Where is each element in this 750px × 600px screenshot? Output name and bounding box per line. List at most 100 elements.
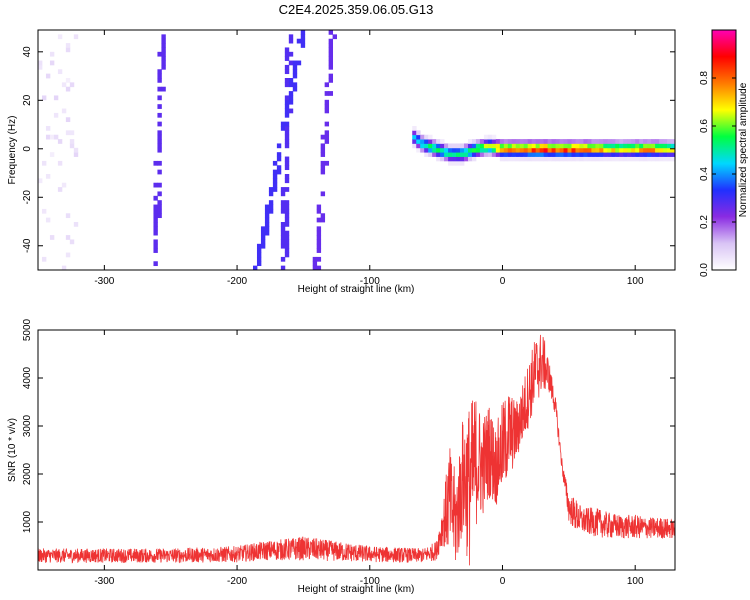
heatmap-cell xyxy=(324,91,330,96)
heatmap-cell xyxy=(567,156,572,162)
heatmap-cell xyxy=(157,213,162,219)
heatmap-cell xyxy=(161,60,166,66)
heatmap-cell xyxy=(45,126,51,131)
heatmap-cell xyxy=(268,208,274,214)
heatmap-cell xyxy=(157,160,162,166)
heatmap-cell xyxy=(639,139,644,144)
colorbar-label: Normalized spectral amplitude xyxy=(738,82,749,217)
heatmap-cell xyxy=(452,160,457,166)
heatmap-cell xyxy=(591,139,596,144)
heatmap-cell xyxy=(61,182,67,188)
heatmap-cell xyxy=(268,187,274,192)
heatmap-cell xyxy=(312,261,318,267)
heatmap-cell xyxy=(288,34,294,40)
heatmap-cell xyxy=(284,248,290,253)
heatmap-cell xyxy=(49,60,55,66)
heatmap-cell xyxy=(300,34,306,40)
heatmap-cell xyxy=(276,152,282,157)
heatmap-cell xyxy=(523,143,529,149)
heatmap-cell xyxy=(61,265,67,270)
heatmap-cell xyxy=(607,143,612,149)
heatmap-cell xyxy=(280,121,286,127)
heatmap-cell xyxy=(563,156,568,162)
heatmap-cell xyxy=(264,226,270,232)
heatmap-cell xyxy=(483,152,489,157)
heatmap-cell xyxy=(153,195,158,201)
heatmap-cell xyxy=(519,147,525,153)
heatmap-cell xyxy=(412,126,417,131)
heatmap-cell xyxy=(651,143,656,149)
heatmap-cell xyxy=(647,143,652,149)
heatmap-cell xyxy=(515,156,521,162)
heatmap-cell xyxy=(531,156,537,162)
heatmap-cell xyxy=(284,156,290,162)
heatmap-cell xyxy=(551,147,556,153)
heatmap-cell xyxy=(69,82,75,88)
heatmap-cell xyxy=(603,152,608,157)
heatmap-cell xyxy=(599,139,604,144)
heatmap-cell xyxy=(284,187,290,192)
heatmap-cell xyxy=(284,252,290,258)
heatmap-cell xyxy=(571,147,576,153)
heatmap-cell xyxy=(157,208,162,214)
heatmap-cell xyxy=(328,64,334,70)
heatmap-cell xyxy=(507,143,513,149)
heatmap-cell xyxy=(567,143,572,149)
heatmap-cell xyxy=(555,147,560,153)
heatmap-cell xyxy=(611,147,616,153)
heatmap-cell xyxy=(316,226,322,232)
heatmap-cell xyxy=(515,147,521,153)
heatmap-cell xyxy=(583,156,588,162)
heatmap-cell xyxy=(316,265,322,270)
heatmap-cell xyxy=(627,143,632,149)
heatmap-cell xyxy=(456,147,461,153)
x-tick-label: -200 xyxy=(227,276,247,287)
heatmap-cell xyxy=(153,204,158,210)
heatmap-cell xyxy=(448,143,453,149)
heatmap-cell xyxy=(264,222,270,227)
snr-background xyxy=(38,330,675,570)
heatmap-cell xyxy=(623,152,628,157)
heatmap-cell xyxy=(440,147,445,153)
heatmap-cell xyxy=(49,152,55,157)
heatmap-cell xyxy=(49,235,55,240)
heatmap-cell xyxy=(579,143,584,149)
heatmap-cell xyxy=(272,160,278,166)
heatmap-cell xyxy=(651,156,656,162)
heatmap-cell xyxy=(611,156,616,162)
heatmap-cell xyxy=(599,147,604,153)
heatmap-cell xyxy=(288,95,294,101)
heatmap-cell xyxy=(463,152,469,157)
heatmap-cell xyxy=(659,139,664,144)
heatmap-cell xyxy=(288,99,294,105)
snr-y-ticks: 1000 2000 3000 4000 5000 xyxy=(22,318,675,533)
heatmap-cell xyxy=(284,108,290,114)
heatmap-cell xyxy=(320,134,326,140)
heatmap-cell xyxy=(563,143,568,149)
heatmap-cell xyxy=(424,143,429,149)
heatmap-cell xyxy=(471,152,477,157)
heatmap-cell xyxy=(280,265,286,270)
heatmap-cell xyxy=(284,222,290,227)
heatmap-cell xyxy=(531,143,537,149)
heatmap-cell xyxy=(324,139,330,144)
heatmap-cell xyxy=(292,73,298,79)
heatmap-cell xyxy=(276,156,282,162)
x-tick-label: -100 xyxy=(360,276,380,287)
heatmap-cell xyxy=(491,134,497,140)
heatmap-cell xyxy=(667,139,672,144)
heatmap-cell xyxy=(531,139,537,144)
heatmap-cell xyxy=(424,134,429,140)
heatmap-cell xyxy=(659,152,664,157)
heatmap-cell xyxy=(603,156,608,162)
heatmap-cell xyxy=(499,156,505,162)
heatmap-cell xyxy=(551,139,556,144)
heatmap-cell xyxy=(280,126,286,131)
heatmap-cell xyxy=(452,156,457,162)
heatmap-cell xyxy=(467,139,473,144)
heatmap-cell xyxy=(260,243,266,249)
x-tick-label: -300 xyxy=(94,576,114,587)
heatmap-cell xyxy=(280,204,286,210)
heatmap-cell xyxy=(153,226,158,232)
heatmap-cell xyxy=(53,112,59,118)
